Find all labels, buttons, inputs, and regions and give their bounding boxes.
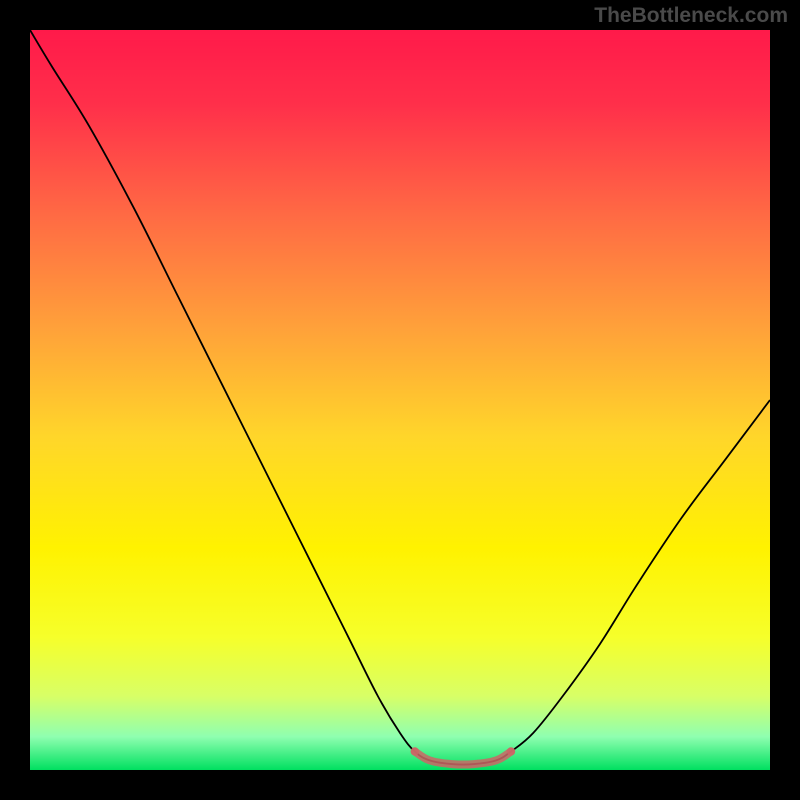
sweet-spot-marker [411,747,419,755]
sweet-spot-marker [507,747,515,755]
bottleneck-chart [0,0,800,800]
chart-svg [0,0,800,800]
plot-background [30,30,770,770]
watermark-text: TheBottleneck.com [594,4,788,28]
